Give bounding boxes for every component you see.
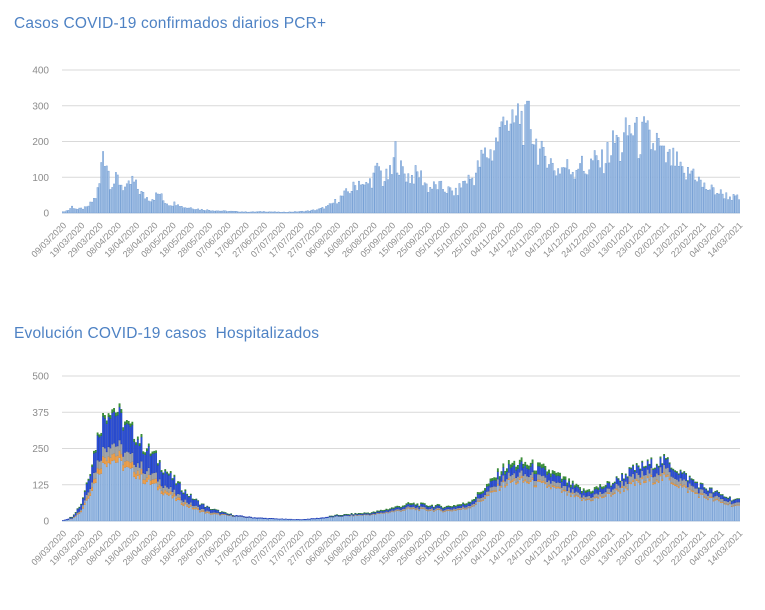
svg-text:300: 300 [32, 101, 49, 112]
hospitalized-chart: Evolución COVID-19 casos Hospitalizados … [0, 323, 765, 610]
x-axis-labels: 09/03/202019/03/202029/03/202008/04/2020… [29, 220, 744, 259]
hospitalized-chart-plot: 0 125 250 375 500 09/03/202019/03/202029/03/2… [29, 372, 744, 568]
bars-group [61, 403, 740, 522]
x-axis-labels: 09/03/202019/03/202029/03/202008/04/2020… [29, 528, 744, 567]
pcr-chart-plot: 0 100 200 300 400 09/03/202019/03/202029/03/2… [29, 66, 744, 260]
svg-text:0: 0 [43, 209, 49, 220]
svg-text:200: 200 [32, 137, 49, 148]
hospitalized-chart-title: Evolución COVID-19 casos Hospitalizados [14, 325, 320, 342]
svg-text:400: 400 [32, 66, 49, 77]
svg-text:100: 100 [32, 173, 49, 184]
svg-text:375: 375 [32, 408, 49, 419]
y-axis-labels: 0 125 250 375 500 [32, 372, 49, 528]
svg-text:250: 250 [32, 444, 49, 455]
svg-text:0: 0 [43, 517, 49, 528]
pcr-chart-title: Casos COVID-19 confirmados diarios PCR+ [14, 15, 327, 32]
svg-text:125: 125 [32, 480, 49, 491]
pcr-cases-chart: Casos COVID-19 confirmados diarios PCR+ … [14, 15, 745, 260]
y-axis-labels: 0 100 200 300 400 [32, 66, 49, 220]
bars-group [61, 100, 740, 214]
svg-text:500: 500 [32, 372, 49, 383]
